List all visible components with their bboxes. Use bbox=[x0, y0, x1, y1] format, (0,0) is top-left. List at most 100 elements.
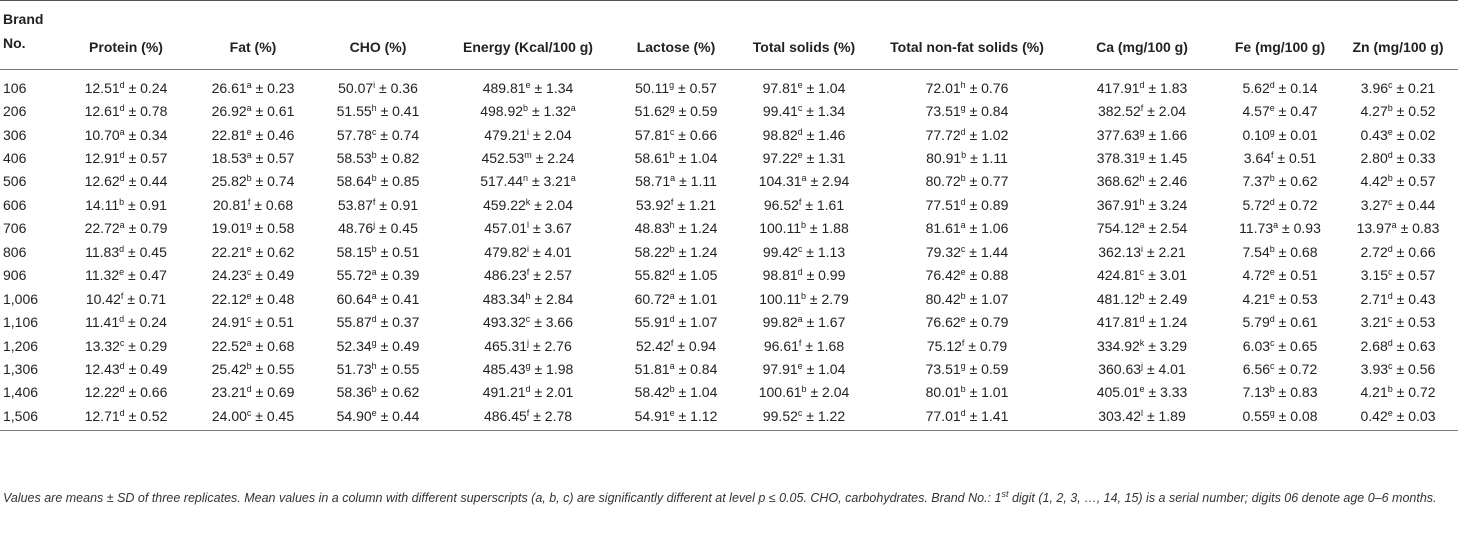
cell-mean: 76.42 bbox=[925, 267, 961, 284]
cell-sd: ± 0.77 bbox=[969, 173, 1009, 190]
cell-superscript: b bbox=[1387, 103, 1393, 114]
table-cell: 24.23c ± 0.49 bbox=[190, 264, 316, 287]
table-cell: 11.32e ± 0.47 bbox=[62, 264, 190, 287]
cell-mean: 55.72 bbox=[336, 267, 372, 284]
brand-number: 1,106 bbox=[3, 314, 39, 331]
table-cell: 60.72a ± 1.01 bbox=[616, 287, 736, 310]
cell-mean: 452.53 bbox=[481, 150, 525, 167]
cell-sd: ± 0.57 bbox=[128, 150, 168, 167]
cell-sd: ± 1.31 bbox=[806, 150, 846, 167]
cell-superscript: c bbox=[1139, 267, 1145, 278]
cell-superscript: c bbox=[797, 407, 803, 418]
cell-mean: 3.93 bbox=[1360, 360, 1389, 377]
table-cell: 417.81d ± 1.24 bbox=[1062, 310, 1222, 333]
table-cell: 80.72b ± 0.77 bbox=[872, 170, 1062, 193]
cell-mean: 13.97 bbox=[1356, 220, 1392, 237]
cell-sd: ± 0.66 bbox=[678, 126, 718, 143]
column-header: Total non-fat solids (%) bbox=[872, 1, 1062, 70]
table-cell: 486.45f ± 2.78 bbox=[440, 404, 616, 431]
header-label: Fe (mg/100 g) bbox=[1234, 39, 1326, 55]
cell-mean: 57.81 bbox=[634, 126, 670, 143]
cell-sd: ± 0.44 bbox=[380, 407, 420, 424]
cell-mean: 368.62 bbox=[1096, 173, 1140, 190]
cell-sd: ± 1.06 bbox=[969, 220, 1009, 237]
cell-sd: ± 0.24 bbox=[128, 314, 167, 331]
cell-sd: ± 0.49 bbox=[380, 337, 420, 354]
table-cell: 55.82d ± 1.05 bbox=[616, 264, 736, 287]
table-cell: 5.72d ± 0.72 bbox=[1222, 193, 1338, 216]
header-label: Fat (%) bbox=[229, 39, 277, 55]
table-cell: 489.81e ± 1.34 bbox=[440, 70, 616, 100]
cell-superscript: a bbox=[246, 103, 252, 114]
cell-mean: 97.91 bbox=[762, 360, 798, 377]
cell-mean: 22.52 bbox=[211, 337, 247, 354]
table-cell: 13.97a ± 0.83 bbox=[1338, 217, 1458, 240]
cell-mean: 3.27 bbox=[1360, 196, 1389, 213]
cell-superscript: a bbox=[119, 126, 125, 137]
cell-superscript: c bbox=[246, 407, 252, 418]
cell-sd: ± 1.32 bbox=[531, 103, 571, 120]
cell-mean: 3.96 bbox=[1360, 79, 1389, 96]
cell-sd: ± 0.21 bbox=[1396, 79, 1436, 96]
cell-superscript: b bbox=[801, 220, 807, 231]
table-cell: 99.41c ± 1.34 bbox=[736, 99, 872, 122]
table-cell: 58.15b ± 0.51 bbox=[316, 240, 440, 263]
cell-sd: ± 0.61 bbox=[255, 103, 295, 120]
table-cell: 58.61b ± 1.04 bbox=[616, 146, 736, 169]
cell-sd: ± 2.46 bbox=[1148, 173, 1188, 190]
cell-superscript: d bbox=[371, 314, 377, 325]
cell-mean: 58.22 bbox=[634, 243, 670, 260]
cell-superscript: b bbox=[1269, 384, 1275, 395]
table-cell: 12.51d ± 0.24 bbox=[62, 70, 190, 100]
cell-mean: 486.23 bbox=[483, 267, 527, 284]
cell-mean: 22.12 bbox=[211, 290, 247, 307]
cell-mean: 51.73 bbox=[336, 360, 372, 377]
cell-mean: 58.61 bbox=[634, 150, 670, 167]
table-cell: 11.83d ± 0.45 bbox=[62, 240, 190, 263]
table-cell: 12.62d ± 0.44 bbox=[62, 170, 190, 193]
cell-superscript: b bbox=[119, 196, 125, 207]
cell-mean: 0.10 bbox=[1242, 126, 1270, 143]
cell-mean: 6.03 bbox=[1242, 337, 1271, 354]
cell-superscript: a bbox=[246, 79, 252, 90]
cell-mean: 24.00 bbox=[211, 407, 247, 424]
table-cell: 52.42f ± 0.94 bbox=[616, 334, 736, 357]
table-cell: 55.91d ± 1.07 bbox=[616, 310, 736, 333]
cell-superscript: b bbox=[371, 243, 377, 254]
cell-sd: ± 0.34 bbox=[128, 126, 168, 143]
cell-mean: 11.32 bbox=[85, 267, 120, 284]
cell-sd: ± 0.44 bbox=[128, 173, 168, 190]
table-cell: 360.63j ± 4.01 bbox=[1062, 357, 1222, 380]
cell-mean: 50.07 bbox=[338, 79, 374, 96]
table-cell: 362.13i ± 2.21 bbox=[1062, 240, 1222, 263]
column-header: Fat (%) bbox=[190, 1, 316, 70]
cell-sd: ± 0.48 bbox=[255, 290, 295, 307]
cell-sd: ± 1.46 bbox=[806, 126, 846, 143]
cell-mean: 405.01 bbox=[1096, 384, 1140, 401]
table-cell: 465.31j ± 2.76 bbox=[440, 334, 616, 357]
table-cell: 479.21i ± 2.04 bbox=[440, 123, 616, 146]
column-header: Energy (Kcal/100 g) bbox=[440, 1, 616, 70]
cell-superscript: e bbox=[669, 407, 675, 418]
cell-mean: 12.61 bbox=[84, 103, 120, 120]
cell-sd: ± 0.58 bbox=[255, 220, 295, 237]
cell-superscript: j bbox=[373, 220, 376, 231]
table-cell: 486.23f ± 2.57 bbox=[440, 264, 616, 287]
cell-superscript: c bbox=[669, 126, 675, 137]
cell-mean: 483.34 bbox=[482, 290, 526, 307]
cell-mean: 2.72 bbox=[1360, 243, 1388, 260]
table-cell: 417.91d ± 1.83 bbox=[1062, 70, 1222, 100]
cell-sd: ± 0.49 bbox=[128, 360, 168, 377]
cell-mean: 99.42 bbox=[762, 243, 798, 260]
cell-superscript: d bbox=[119, 103, 125, 114]
table-cell: 483.34h ± 2.84 bbox=[440, 287, 616, 310]
cell-superscript: a bbox=[246, 337, 252, 348]
cell-superscript: e bbox=[246, 243, 252, 254]
cell-superscript: h bbox=[960, 79, 966, 90]
cell-superscript: d bbox=[1139, 79, 1145, 90]
column-header: Zn (mg/100 g) bbox=[1338, 1, 1458, 70]
table-cell: 18.53a ± 0.57 bbox=[190, 146, 316, 169]
cell-mean: 60.64 bbox=[336, 290, 372, 307]
cell-superscript: d bbox=[119, 79, 125, 90]
cell-superscript: e bbox=[246, 126, 252, 137]
